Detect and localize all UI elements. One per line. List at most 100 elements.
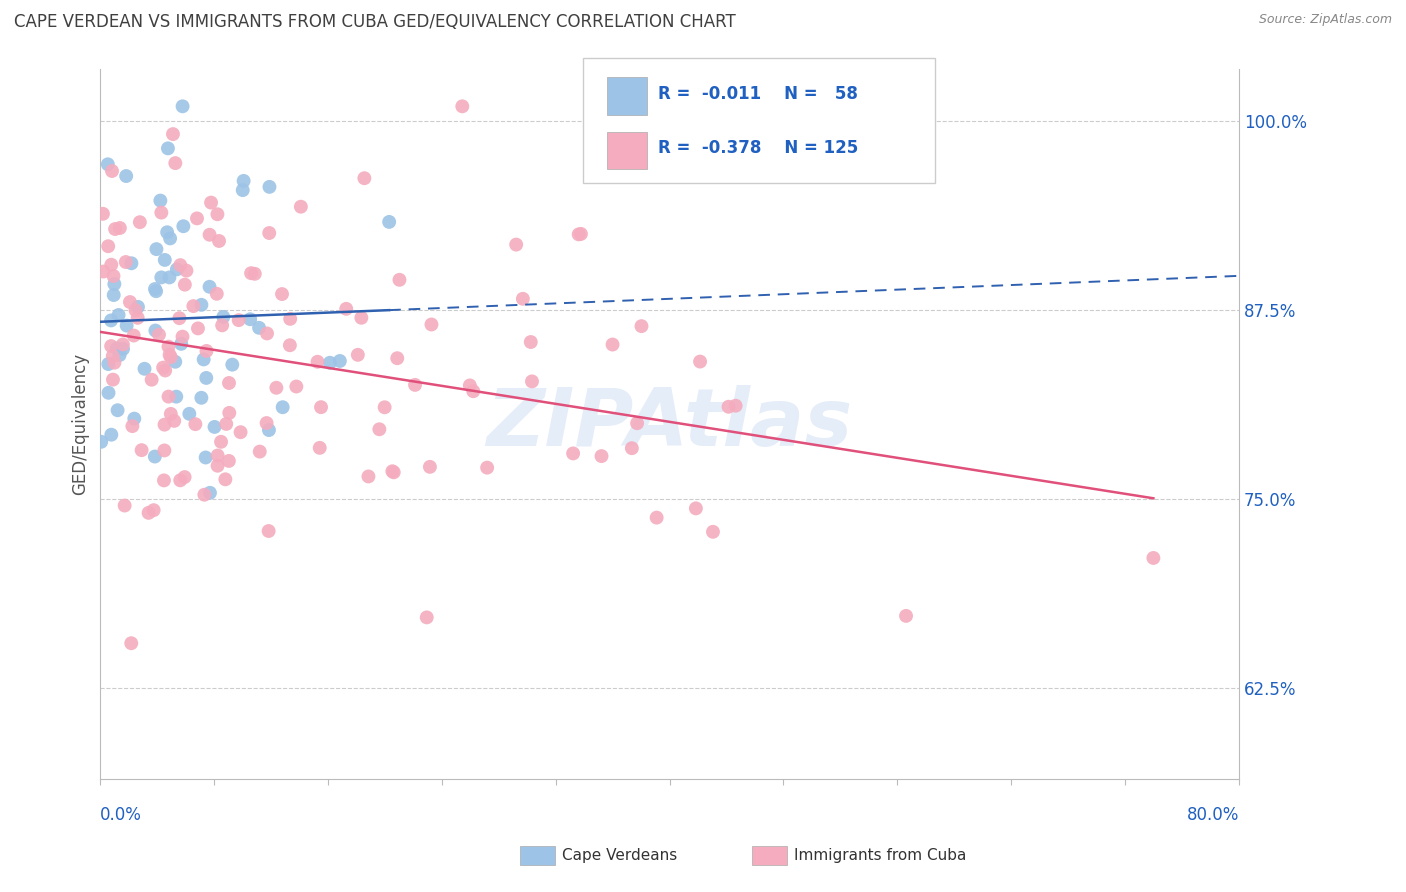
Point [91,207,114,221]
Point [159,270,181,285]
Point [120,256,142,270]
Text: 80.0%: 80.0% [1187,806,1239,824]
Point [208,234,231,248]
Point [169,311,191,326]
Point [153,474,176,488]
Point [186,211,208,226]
Point [165,355,187,369]
Point [198,280,221,294]
Y-axis label: GED/Equivalency: GED/Equivalency [72,352,89,495]
Point [645,510,668,524]
Point [204,420,226,434]
Point [120,636,142,650]
Point [353,171,375,186]
Point [200,195,222,210]
Point [124,411,146,425]
Point [520,375,543,389]
Point [114,255,136,269]
Point [271,401,294,415]
Point [685,501,707,516]
Point [211,318,233,333]
Point [626,416,648,430]
Point [156,141,179,155]
Point [309,400,332,414]
Point [239,312,262,326]
Point [124,303,146,318]
Point [173,277,195,292]
Point [145,324,167,338]
Point [153,443,176,458]
Point [1142,551,1164,566]
Point [620,441,643,455]
Point [105,342,128,356]
Point [404,377,426,392]
Point [122,328,145,343]
Point [232,174,254,188]
Point [212,310,235,324]
Text: R =  -0.378    N = 125: R = -0.378 N = 125 [658,139,858,157]
Point [229,425,252,440]
Point [149,194,172,208]
Point [218,406,240,420]
Point [388,273,411,287]
Text: R =  -0.011    N =   58: R = -0.011 N = 58 [658,85,858,103]
Point [285,379,308,393]
Text: Cape Verdeans: Cape Verdeans [562,848,678,863]
Point [184,417,207,432]
Point [190,298,212,312]
Point [103,288,125,302]
Point [347,348,370,362]
Point [145,284,167,298]
Point [381,464,404,478]
Point [195,343,218,358]
Point [257,226,280,240]
Point [97,357,120,371]
Point [569,227,592,241]
Point [193,352,215,367]
Point [378,215,401,229]
Point [894,608,917,623]
Point [127,300,149,314]
Point [166,262,188,277]
Point [724,399,747,413]
Point [142,503,165,517]
Point [630,319,652,334]
Point [416,610,439,624]
Point [329,354,352,368]
Point [307,355,329,369]
Point [702,524,724,539]
Point [209,434,232,449]
Point [118,295,141,310]
Point [138,506,160,520]
Point [207,458,229,473]
Point [187,321,209,335]
Point [165,390,187,404]
Point [689,354,711,368]
Text: Immigrants from Cuba: Immigrants from Cuba [794,848,967,863]
Point [221,358,243,372]
Text: Source: ZipAtlas.com: Source: ZipAtlas.com [1258,13,1392,27]
Point [228,313,250,327]
Point [382,466,405,480]
Point [193,488,215,502]
Point [368,422,391,436]
Point [100,313,122,327]
Point [451,99,474,113]
Point [112,342,135,356]
Point [163,414,186,428]
Point [198,485,221,500]
Point [90,434,112,449]
Point [207,449,229,463]
Point [176,263,198,277]
Point [256,326,278,341]
Point [170,336,193,351]
Point [101,373,124,387]
Point [247,321,270,335]
Point [128,215,150,229]
Point [148,327,170,342]
Point [179,407,201,421]
Point [157,340,180,354]
Point [103,356,125,370]
Point [420,318,443,332]
Point [115,169,138,183]
